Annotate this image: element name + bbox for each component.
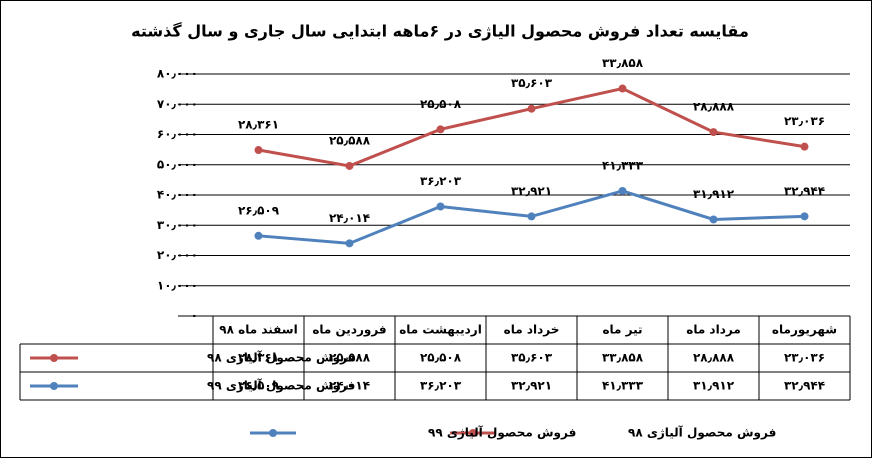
point-marker bbox=[709, 128, 718, 137]
data-label: ۳۵٫۶۰۳ bbox=[511, 76, 553, 90]
point-marker bbox=[345, 161, 354, 170]
legend-label: فروش محصول آلیاژی ۹۸ bbox=[628, 425, 776, 441]
table-cell: ۳۶٫۲۰۳ bbox=[420, 379, 462, 393]
y-tick-label: ۶۰٫۰۰۰ bbox=[157, 127, 198, 141]
table-header: فروردین ماه bbox=[312, 323, 386, 338]
point-marker bbox=[618, 84, 627, 93]
y-tick-label: ۱۰٫۰۰۰ bbox=[157, 278, 198, 292]
table-cell: ۳۱٫۹۱۲ bbox=[693, 379, 735, 393]
y-tick-label: ۸۰٫۰۰۰ bbox=[157, 67, 198, 81]
point-marker bbox=[618, 186, 627, 195]
y-tick-label: ۳۰٫۰۰۰ bbox=[157, 218, 198, 232]
point-marker bbox=[436, 125, 445, 134]
data-label: ۳۶٫۲۰۳ bbox=[420, 174, 462, 188]
data-label: ۲۵٫۵۸۸ bbox=[329, 133, 371, 147]
data-label: ۳۳٫۸۵۸ bbox=[602, 56, 644, 70]
legend-label: فروش محصول آلیاژی ۹۹ bbox=[428, 425, 576, 441]
table-header: شهریورماه bbox=[772, 323, 837, 338]
point-marker bbox=[254, 146, 263, 155]
y-tick-label: ۵۰٫۰۰۰ bbox=[157, 157, 198, 171]
table-header: تیر ماه bbox=[602, 323, 642, 337]
y-tick-label: ۴۰٫۰۰۰ bbox=[157, 188, 198, 202]
point-marker bbox=[709, 215, 718, 224]
chart-title: مقایسه تعداد فروش محصول الیاژی در ۶ماهه … bbox=[131, 22, 749, 41]
table-header: اردیبهشت ماه bbox=[399, 323, 482, 337]
data-label: ۲۶٫۵۰۹ bbox=[238, 203, 280, 217]
table-header: مرداد ماه bbox=[686, 323, 741, 337]
data-label: ۳۲٫۹۲۱ bbox=[511, 184, 552, 198]
legend-key bbox=[50, 382, 58, 390]
point-marker bbox=[345, 239, 354, 248]
table-cell: ۲۴٫۰۱۴ bbox=[329, 379, 370, 393]
table-row-header: فروش محصول آلیاژی ۹۹ bbox=[207, 378, 355, 394]
point-marker bbox=[527, 104, 536, 113]
table-cell: ۲۳٫۰۳۶ bbox=[784, 351, 825, 365]
legend-key bbox=[469, 429, 477, 437]
data-label: ۳۲٫۹۴۴ bbox=[784, 184, 825, 198]
table-header: اسفند ماه ۹۸ bbox=[219, 323, 297, 337]
table-header: خرداد ماه bbox=[504, 323, 560, 337]
data-label: ۲۳٫۰۳۶ bbox=[784, 114, 825, 128]
data-label: ۴۱٫۳۳۳ bbox=[602, 158, 644, 172]
y-tick-label: ۷۰٫۰۰۰ bbox=[157, 97, 198, 111]
data-label: ۲۸٫۳۶۱ bbox=[238, 118, 279, 132]
data-label: ۲۵٫۵۰۸ bbox=[420, 97, 462, 111]
legend-key bbox=[269, 429, 277, 437]
data-label: ۲۴٫۰۱۴ bbox=[329, 211, 370, 225]
point-marker bbox=[800, 142, 809, 151]
table-cell: ۲۸٫۳۶۱ bbox=[238, 351, 279, 365]
table-cell: ۳۲٫۹۴۴ bbox=[784, 379, 825, 393]
point-marker bbox=[800, 212, 809, 221]
table-cell: ۲۵٫۵۰۸ bbox=[420, 351, 462, 365]
table-cell: ۴۱٫۳۳۳ bbox=[602, 379, 644, 393]
data-label: ۲۸٫۸۸۸ bbox=[693, 100, 735, 114]
point-marker bbox=[527, 212, 536, 221]
table-cell: ۳۲٫۹۲۱ bbox=[511, 379, 552, 393]
table-cell: ۲۶٫۵۰۹ bbox=[238, 379, 280, 393]
data-label: ۳۱٫۹۱۲ bbox=[693, 187, 735, 201]
table-cell: ۳۳٫۸۵۸ bbox=[602, 351, 644, 365]
table-row-header: فروش محصول آلیاژی ۹۸ bbox=[207, 350, 355, 366]
table-cell: ۳۵٫۶۰۳ bbox=[511, 351, 553, 365]
table-cell: ۲۸٫۸۸۸ bbox=[693, 351, 735, 365]
point-marker bbox=[436, 202, 445, 211]
point-marker bbox=[254, 231, 263, 240]
y-tick-label: ۲۰٫۰۰۰ bbox=[157, 248, 198, 262]
legend-key bbox=[50, 354, 58, 362]
table-cell: ۲۵٫۵۸۸ bbox=[329, 351, 371, 365]
